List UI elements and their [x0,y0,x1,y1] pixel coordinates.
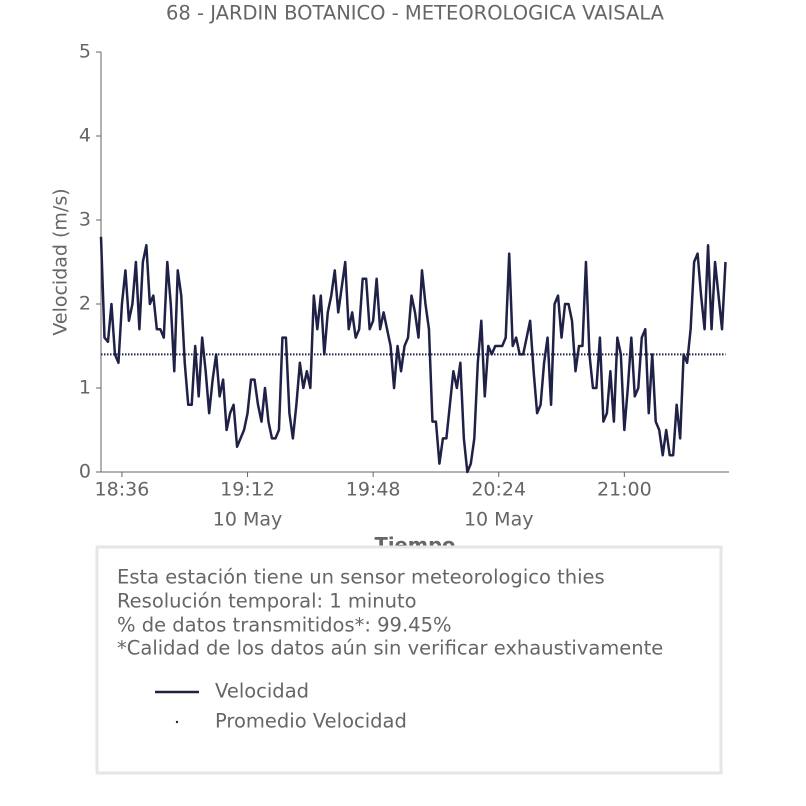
info-box [95,545,723,775]
chart-title: 68 - JARDIN BOTANICO - METEOROLOGICA VAI… [166,2,665,25]
y-tick-label: 1 [79,377,91,399]
x-tick-label: 19:12 [220,479,275,501]
x-tick-label: 21:00 [597,479,652,501]
info-line: Resolución temporal: 1 minuto [117,590,417,613]
y-tick-label: 2 [79,293,91,315]
x-tick-date: 10 May [213,509,283,531]
x-tick-label: 19:48 [346,479,401,501]
info-line: Esta estación tiene un sensor meteorolog… [117,566,605,589]
legend-label: Velocidad [215,680,309,703]
y-tick-label: 3 [79,209,91,231]
y-axis-label: Velocidad (m/s) [50,188,72,335]
y-tick-label: 4 [79,125,91,147]
x-tick-date: 10 May [464,509,534,531]
info-line: % de datos transmitidos*: 99.45% [117,614,452,637]
x-tick-label: 20:24 [471,479,526,501]
legend-label: Promedio Velocidad [215,710,407,733]
legend-marker [175,720,179,724]
info-line: *Calidad de los datos aún sin verificar … [117,637,663,660]
y-tick-label: 0 [79,461,91,483]
series-line [99,236,727,474]
y-tick-label: 5 [79,41,91,63]
x-tick-label: 18:36 [95,479,150,501]
